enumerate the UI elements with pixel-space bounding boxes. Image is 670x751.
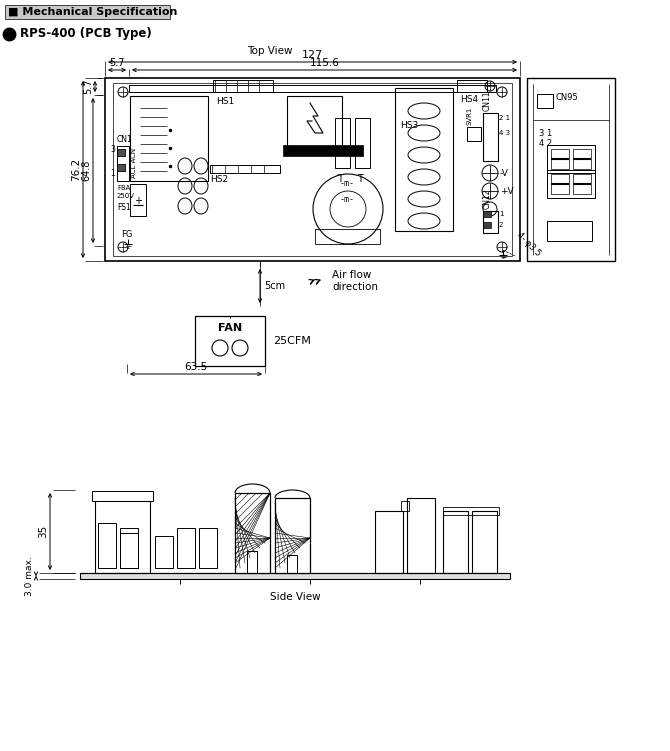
Text: HS4: HS4 <box>460 95 478 104</box>
Bar <box>537 94 553 108</box>
Bar <box>120 528 138 568</box>
Text: 1: 1 <box>111 168 115 177</box>
Text: 127: 127 <box>302 50 323 60</box>
Bar <box>199 528 217 568</box>
Text: CN11: CN11 <box>483 91 492 111</box>
Bar <box>527 78 615 261</box>
Text: 3: 3 <box>111 146 115 155</box>
Text: 5cm: 5cm <box>264 281 285 291</box>
Bar <box>275 498 310 573</box>
Text: Top View: Top View <box>247 46 293 56</box>
Bar <box>80 573 510 579</box>
Text: ■ Mechanical Specification: ■ Mechanical Specification <box>8 7 178 17</box>
Bar <box>235 493 270 573</box>
Bar <box>547 221 592 241</box>
Bar <box>457 80 487 92</box>
Text: FAN: FAN <box>218 323 242 333</box>
Bar <box>573 174 591 194</box>
Bar <box>551 149 569 169</box>
Text: -m-: -m- <box>340 195 354 204</box>
Bar <box>395 88 453 231</box>
Text: Side View: Side View <box>270 592 320 602</box>
Bar <box>443 511 468 573</box>
Text: Air flow
direction: Air flow direction <box>332 270 378 292</box>
Text: 5.7: 5.7 <box>83 79 93 94</box>
Bar <box>287 555 297 573</box>
Text: FG: FG <box>121 230 133 239</box>
Bar <box>213 80 273 92</box>
Bar <box>407 498 435 573</box>
Text: 64.8: 64.8 <box>81 160 91 181</box>
Bar <box>113 83 512 256</box>
Text: HS2: HS2 <box>210 174 228 183</box>
Bar <box>315 229 380 244</box>
Bar <box>210 165 280 173</box>
Text: 3.0 max.: 3.0 max. <box>25 556 34 596</box>
Text: CN12: CN12 <box>483 189 492 209</box>
Text: CN1: CN1 <box>117 135 133 144</box>
Text: T: T <box>357 174 363 184</box>
Text: +V: +V <box>500 186 514 195</box>
Text: T: T <box>337 174 343 184</box>
Text: SVR1: SVR1 <box>467 107 473 125</box>
Bar <box>98 523 116 568</box>
Bar <box>5 5 170 19</box>
Text: 1: 1 <box>499 211 503 217</box>
Text: 250V: 250V <box>117 193 135 199</box>
Text: RPS-400 (PCB Type): RPS-400 (PCB Type) <box>20 28 151 41</box>
Text: 115.6: 115.6 <box>310 58 340 68</box>
Bar <box>117 164 125 171</box>
Bar <box>467 127 481 141</box>
Bar <box>177 528 195 568</box>
Bar <box>443 507 499 515</box>
Text: 63.5: 63.5 <box>184 362 208 372</box>
Text: 25CFM: 25CFM <box>273 336 311 346</box>
Text: ACL ACN: ACL ACN <box>131 148 137 178</box>
Bar <box>130 184 146 216</box>
Text: -V: -V <box>500 168 509 177</box>
Bar <box>483 222 491 228</box>
Bar <box>483 113 498 161</box>
Bar <box>117 149 125 156</box>
Text: HS3: HS3 <box>400 122 418 131</box>
Bar <box>573 149 591 169</box>
Text: 2: 2 <box>499 222 503 228</box>
Bar <box>283 145 363 156</box>
Bar <box>95 501 150 573</box>
Text: 4- φ3.5: 4- φ3.5 <box>515 231 542 258</box>
Bar <box>472 511 497 573</box>
Text: -m-: -m- <box>340 179 354 188</box>
Text: HS1: HS1 <box>216 96 234 105</box>
Bar <box>355 118 370 168</box>
Text: F8A: F8A <box>117 185 130 191</box>
Bar <box>129 85 496 92</box>
Bar <box>120 533 138 568</box>
Bar <box>483 211 498 233</box>
Text: 2 1: 2 1 <box>499 115 510 121</box>
Bar <box>547 170 595 198</box>
Text: 35: 35 <box>38 525 48 538</box>
Bar <box>483 211 491 217</box>
Bar <box>247 551 257 573</box>
Text: FS1: FS1 <box>117 203 131 212</box>
Bar <box>375 511 403 573</box>
Bar <box>401 501 409 511</box>
Text: 76.2: 76.2 <box>71 158 81 181</box>
Bar <box>155 536 173 568</box>
Bar <box>130 96 208 181</box>
Bar <box>287 96 342 151</box>
Text: +: + <box>134 196 142 206</box>
Bar <box>105 78 520 261</box>
Bar <box>335 118 350 168</box>
Text: 4 3: 4 3 <box>499 130 510 136</box>
Text: 3 1: 3 1 <box>539 128 552 137</box>
Text: 4 2: 4 2 <box>539 138 552 147</box>
Bar <box>547 145 595 173</box>
Text: 5.7: 5.7 <box>109 58 125 68</box>
Text: CN95: CN95 <box>555 94 578 102</box>
Bar <box>551 174 569 194</box>
Bar <box>92 491 153 501</box>
Bar <box>117 146 129 181</box>
Bar <box>195 316 265 366</box>
